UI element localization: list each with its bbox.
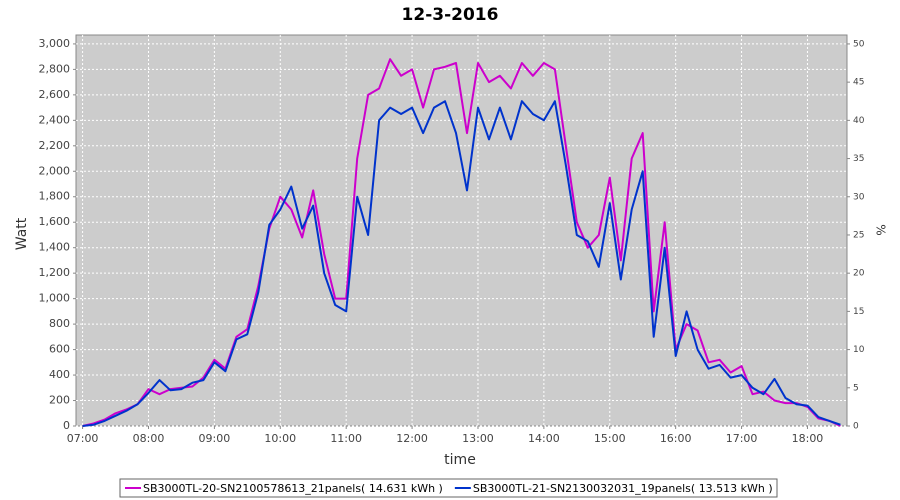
chart-title: 12-3-2016 <box>402 5 499 25</box>
legend-label: SB3000TL-21-SN2130032031_19panels( 13.51… <box>473 482 773 495</box>
x-tick-label: 10:00 <box>264 432 296 445</box>
x-tick-label: 07:00 <box>67 432 99 445</box>
x-tick-label: 17:00 <box>726 432 758 445</box>
y2-tick-label: 20 <box>853 269 865 279</box>
y2-tick-label: 0 <box>853 422 859 432</box>
x-tick-label: 11:00 <box>330 432 362 445</box>
y2-tick-label: 40 <box>853 116 865 126</box>
y-tick-label: 1,800 <box>39 190 71 203</box>
y-tick-label: 2,200 <box>39 139 71 152</box>
series-line <box>82 58 841 427</box>
y2-tick-label: 35 <box>853 154 864 164</box>
y-tick-label: 1,200 <box>39 266 71 279</box>
y-tick-label: 2,600 <box>39 88 71 101</box>
y2-tick-label: 25 <box>853 230 864 240</box>
y-tick-label: 3,000 <box>39 37 71 50</box>
y-tick-label: 1,600 <box>39 215 71 228</box>
y-tick-label: 2,400 <box>39 113 71 126</box>
x-tick-label: 13:00 <box>462 432 494 445</box>
x-tick-label: 15:00 <box>594 432 626 445</box>
x-tick-label: 12:00 <box>396 432 428 445</box>
y-tick-label: 400 <box>49 368 70 381</box>
y-axis-label: Watt <box>14 217 30 250</box>
y2-tick-label: 5 <box>853 383 859 393</box>
y-tick-label: 800 <box>49 317 70 330</box>
x-tick-label: 16:00 <box>660 432 692 445</box>
y-tick-label: 200 <box>49 394 70 407</box>
y-tick-label: 2,000 <box>39 164 71 177</box>
y2-tick-label: 45 <box>853 78 864 88</box>
x-tick-label: 14:00 <box>528 432 560 445</box>
x-axis-label: time <box>444 452 476 468</box>
legend-box <box>119 478 778 498</box>
y-tick-label: 2,800 <box>39 62 71 75</box>
y-tick-label: 600 <box>49 343 70 356</box>
x-tick-label: 08:00 <box>133 432 165 445</box>
series-line <box>82 100 841 427</box>
y-tick-label: 0 <box>63 419 70 432</box>
y2-tick-label: 50 <box>853 39 865 49</box>
x-tick-label: 09:00 <box>199 432 231 445</box>
y2-tick-label: 30 <box>853 192 865 202</box>
y-tick-label: 1,400 <box>39 241 71 254</box>
y-tick-label: 1,000 <box>39 292 71 305</box>
legend-label: SB3000TL-20-SN2100578613_21panels( 14.63… <box>143 482 443 495</box>
y2-tick-label: 10 <box>853 345 865 355</box>
x-tick-label: 18:00 <box>792 432 824 445</box>
y2-tick-label: 15 <box>853 307 864 317</box>
y2-axis-label: % <box>874 224 888 235</box>
